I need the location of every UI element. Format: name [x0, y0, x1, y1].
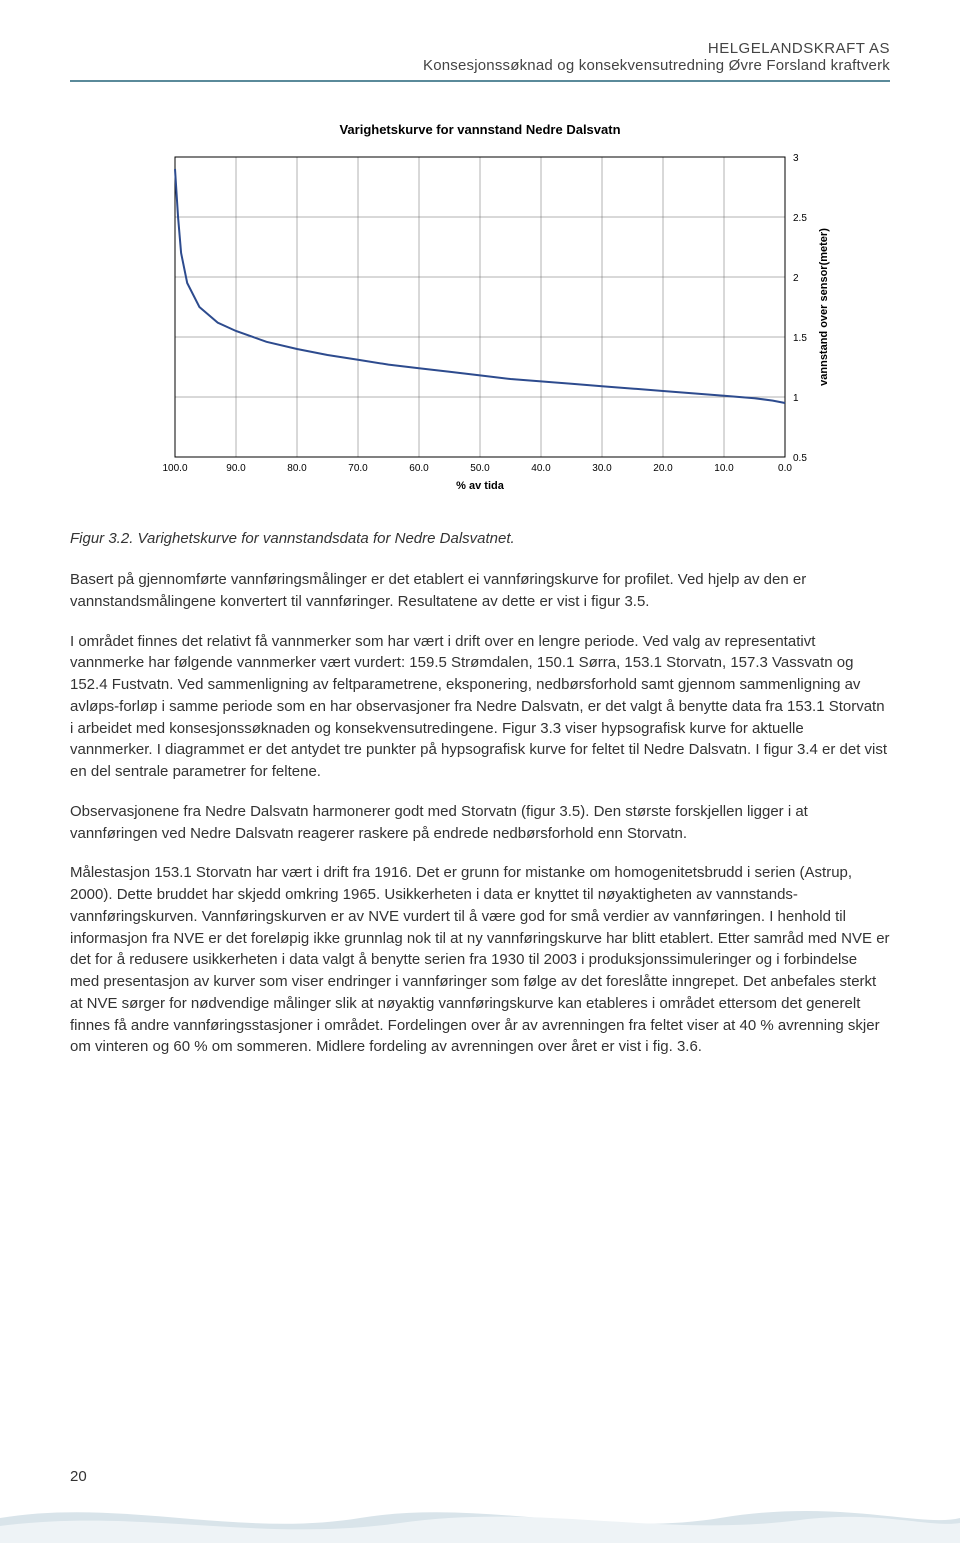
svg-text:3: 3	[793, 153, 799, 164]
svg-text:0.5: 0.5	[793, 453, 807, 464]
header-rule	[70, 80, 890, 82]
svg-text:vannstand over sensor(meter): vannstand over sensor(meter)	[818, 228, 830, 386]
figure-caption: Figur 3.2. Varighetskurve for vannstands…	[70, 530, 890, 547]
footer-wave-decoration	[0, 1488, 960, 1543]
duration-curve-chart: 100.090.080.070.060.050.040.030.020.010.…	[120, 147, 840, 512]
svg-text:20.0: 20.0	[653, 463, 673, 474]
body-paragraph-3: Observasjonene fra Nedre Dalsvatn harmon…	[70, 801, 890, 845]
svg-text:2: 2	[793, 273, 799, 284]
svg-text:0.0: 0.0	[778, 463, 792, 474]
svg-text:30.0: 30.0	[592, 463, 612, 474]
svg-text:40.0: 40.0	[531, 463, 551, 474]
svg-text:60.0: 60.0	[409, 463, 429, 474]
chart-title: Varighetskurve for vannstand Nedre Dalsv…	[70, 122, 890, 137]
svg-text:100.0: 100.0	[162, 463, 187, 474]
svg-text:10.0: 10.0	[714, 463, 734, 474]
svg-text:80.0: 80.0	[287, 463, 307, 474]
svg-text:90.0: 90.0	[226, 463, 246, 474]
header-subtitle: Konsesjonssøknad og konsekvensutredning …	[70, 57, 890, 74]
svg-text:1.5: 1.5	[793, 333, 807, 344]
header-company: HELGELANDSKRAFT AS	[70, 40, 890, 57]
svg-text:% av tida: % av tida	[456, 480, 505, 492]
page-header: HELGELANDSKRAFT AS Konsesjonssøknad og k…	[70, 40, 890, 74]
page-number: 20	[70, 1468, 87, 1485]
body-paragraph-1: Basert på gjennomførte vannføringsmåling…	[70, 569, 890, 613]
body-paragraph-4: Målestasjon 153.1 Storvatn har vært i dr…	[70, 862, 890, 1058]
svg-text:50.0: 50.0	[470, 463, 490, 474]
svg-text:2.5: 2.5	[793, 213, 807, 224]
body-paragraph-2: I området finnes det relativt få vannmer…	[70, 631, 890, 783]
svg-text:1: 1	[793, 393, 799, 404]
svg-text:70.0: 70.0	[348, 463, 368, 474]
